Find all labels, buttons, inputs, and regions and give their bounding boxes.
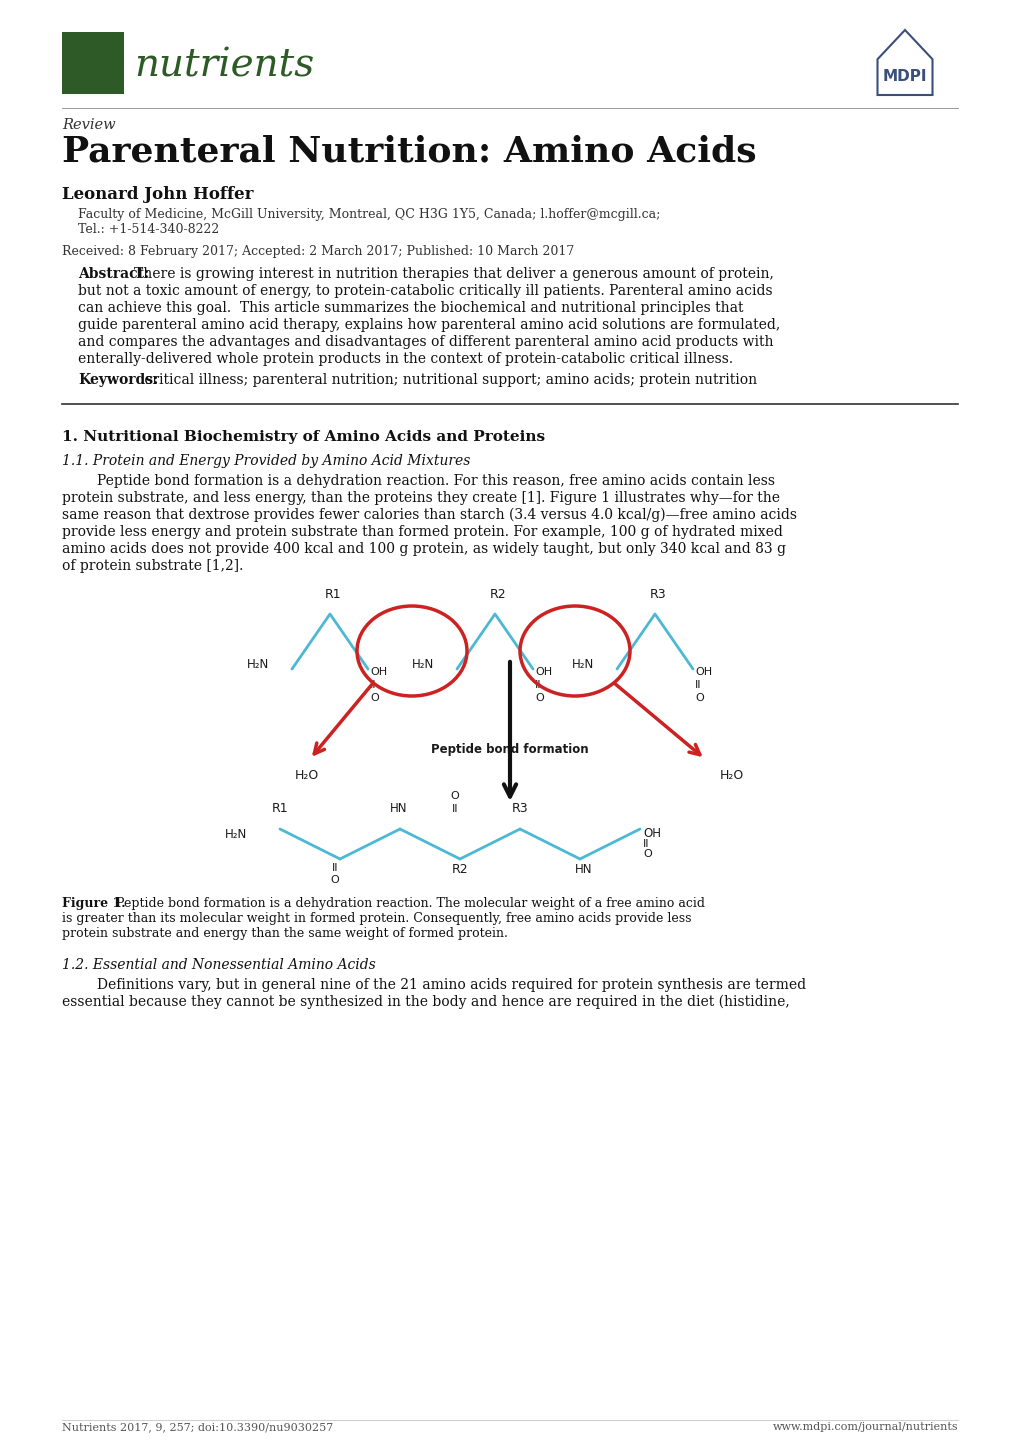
Text: H₂N: H₂N (225, 828, 247, 841)
Text: R1: R1 (325, 588, 341, 601)
Text: critical illness; parenteral nutrition; nutritional support; amino acids; protei: critical illness; parenteral nutrition; … (140, 373, 756, 386)
Text: H₂O: H₂O (294, 769, 319, 782)
Text: Nutrients 2017, 9, 257; doi:10.3390/nu9030257: Nutrients 2017, 9, 257; doi:10.3390/nu90… (62, 1422, 333, 1432)
Text: OH: OH (694, 668, 711, 676)
Text: II: II (642, 839, 649, 849)
Text: 1. Nutritional Biochemistry of Amino Acids and Proteins: 1. Nutritional Biochemistry of Amino Aci… (62, 430, 544, 444)
Text: can achieve this goal.  This article summarizes the biochemical and nutritional : can achieve this goal. This article summ… (77, 301, 743, 314)
Text: Figure 1.: Figure 1. (62, 897, 125, 910)
Text: enterally-delivered whole protein products in the context of protein-catabolic c: enterally-delivered whole protein produc… (77, 352, 733, 366)
Text: HN: HN (389, 802, 408, 815)
Text: provide less energy and protein substrate than formed protein. For example, 100 : provide less energy and protein substrat… (62, 525, 783, 539)
Text: H₂N: H₂N (412, 658, 434, 671)
Text: same reason that dextrose provides fewer calories than starch (3.4 versus 4.0 kc: same reason that dextrose provides fewer… (62, 508, 796, 522)
Text: R1: R1 (272, 802, 288, 815)
Text: H₂N: H₂N (247, 658, 269, 671)
Text: protein substrate, and less energy, than the proteins they create [1]. Figure 1 : protein substrate, and less energy, than… (62, 490, 780, 505)
Text: essential because they cannot be synthesized in the body and hence are required : essential because they cannot be synthes… (62, 995, 789, 1009)
Text: O: O (370, 694, 378, 704)
Text: Leonard John Hoffer: Leonard John Hoffer (62, 186, 254, 203)
Text: O: O (694, 694, 703, 704)
Text: O: O (450, 792, 459, 800)
Text: Peptide bond formation: Peptide bond formation (431, 743, 588, 756)
Text: protein substrate and energy than the same weight of formed protein.: protein substrate and energy than the sa… (62, 927, 507, 940)
Text: II: II (694, 681, 701, 691)
Text: H₂O: H₂O (719, 769, 744, 782)
Text: O: O (535, 694, 543, 704)
Text: II: II (535, 681, 541, 691)
Text: H₂N: H₂N (572, 658, 594, 671)
Text: Definitions vary, but in general nine of the 21 amino acids required for protein: Definitions vary, but in general nine of… (62, 978, 805, 992)
Text: Review: Review (62, 118, 115, 133)
Text: www.mdpi.com/journal/nutrients: www.mdpi.com/journal/nutrients (771, 1422, 957, 1432)
Text: nutrients: nutrients (133, 48, 314, 85)
Text: R3: R3 (512, 802, 528, 815)
Text: Abstract:: Abstract: (77, 267, 149, 281)
Text: MDPI: MDPI (881, 69, 926, 84)
Text: amino acids does not provide 400 kcal and 100 g protein, as widely taught, but o: amino acids does not provide 400 kcal an… (62, 542, 786, 557)
Text: OH: OH (535, 668, 551, 676)
Text: Tel.: +1-514-340-8222: Tel.: +1-514-340-8222 (77, 224, 219, 236)
Text: There is growing interest in nutrition therapies that deliver a generous amount : There is growing interest in nutrition t… (133, 267, 773, 281)
Text: Parenteral Nutrition: Amino Acids: Parenteral Nutrition: Amino Acids (62, 134, 756, 169)
Text: of protein substrate [1,2].: of protein substrate [1,2]. (62, 559, 244, 572)
Text: and compares the advantages and disadvantages of different parenteral amino acid: and compares the advantages and disadvan… (77, 335, 772, 349)
Text: R2: R2 (451, 862, 468, 875)
Text: O: O (330, 875, 339, 885)
Text: Faculty of Medicine, McGill University, Montreal, QC H3G 1Y5, Canada; l.hoffer@m: Faculty of Medicine, McGill University, … (77, 208, 659, 221)
Text: but not a toxic amount of energy, to protein-catabolic critically ill patients. : but not a toxic amount of energy, to pro… (77, 284, 771, 298)
Text: O: O (642, 849, 651, 859)
Text: R2: R2 (489, 588, 506, 601)
Text: II: II (331, 862, 338, 872)
FancyBboxPatch shape (62, 32, 124, 94)
Text: HN: HN (575, 862, 592, 875)
Text: is greater than its molecular weight in formed protein. Consequently, free amino: is greater than its molecular weight in … (62, 911, 691, 924)
Text: OH: OH (642, 828, 660, 841)
Text: OH: OH (370, 668, 387, 676)
Text: R3: R3 (649, 588, 666, 601)
Text: 1.1. Protein and Energy Provided by Amino Acid Mixtures: 1.1. Protein and Energy Provided by Amin… (62, 454, 470, 469)
Text: guide parenteral amino acid therapy, explains how parenteral amino acid solution: guide parenteral amino acid therapy, exp… (77, 319, 780, 332)
Text: II: II (370, 681, 376, 691)
Text: II: II (451, 805, 458, 813)
Text: Keywords:: Keywords: (77, 373, 158, 386)
Text: Peptide bond formation is a dehydration reaction. The molecular weight of a free: Peptide bond formation is a dehydration … (112, 897, 704, 910)
Text: 1.2. Essential and Nonessential Amino Acids: 1.2. Essential and Nonessential Amino Ac… (62, 957, 375, 972)
Text: Received: 8 February 2017; Accepted: 2 March 2017; Published: 10 March 2017: Received: 8 February 2017; Accepted: 2 M… (62, 245, 574, 258)
Text: Peptide bond formation is a dehydration reaction. For this reason, free amino ac: Peptide bond formation is a dehydration … (62, 474, 774, 487)
